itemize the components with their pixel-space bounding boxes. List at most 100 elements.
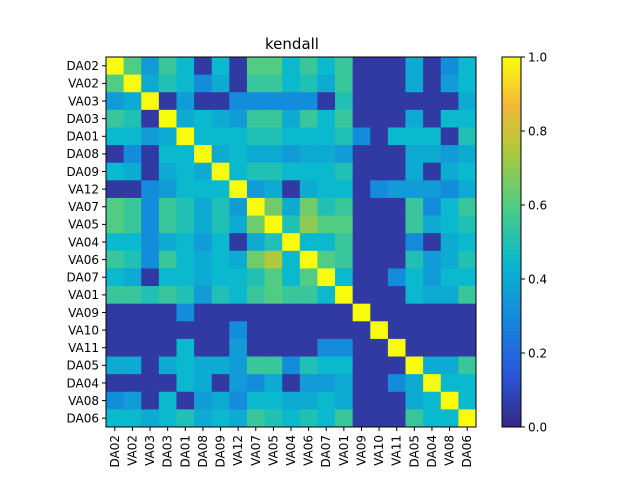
colorbar-segment xyxy=(502,82,521,88)
heatmap-cell-DA09-DA06 xyxy=(458,162,477,181)
heatmap-cell-VA01-VA10 xyxy=(370,286,389,305)
heatmap-cell-DA07-VA12 xyxy=(229,268,248,287)
heatmap-cell-VA05-DA04 xyxy=(423,215,442,234)
heatmap-cell-VA11-VA12 xyxy=(229,338,248,357)
y-axis-ticks: DA02 VA02 VA03 DA03 DA01 DA08 DA09 VA12 VA07 VA05… xyxy=(66,59,106,425)
heatmap-cell-DA08-VA04 xyxy=(282,145,301,164)
heatmap-cell-VA04-DA08 xyxy=(194,233,213,252)
heatmap-cell-DA03-VA04 xyxy=(282,109,301,128)
heatmap-cell-VA08-DA07 xyxy=(317,391,336,410)
colorbar-segment xyxy=(502,242,521,247)
heatmap-cell-DA02-DA04 xyxy=(423,57,442,76)
heatmap-cell-DA03-DA02 xyxy=(106,109,125,128)
y-tick-label-VA02: VA02 xyxy=(68,77,99,91)
colorbar-segment xyxy=(502,71,521,76)
heatmap-cell-DA02-VA10 xyxy=(370,57,389,76)
heatmap-cell-DA07-DA09 xyxy=(211,268,230,287)
heatmap-cell-VA04-VA05 xyxy=(264,233,283,252)
heatmap-cell-VA06-VA10 xyxy=(370,250,389,269)
colorbar-segment xyxy=(502,186,521,191)
colorbar-segment xyxy=(502,264,521,269)
heatmap-cell-VA03-DA06 xyxy=(458,92,477,111)
heatmap-cell-VA09-DA01 xyxy=(176,303,195,322)
heatmap-cell-DA06-VA02 xyxy=(123,409,142,428)
heatmap-cell-DA01-VA03 xyxy=(141,127,160,146)
colorbar-segment xyxy=(502,323,521,328)
heatmap-cell-VA11-DA06 xyxy=(458,338,477,357)
colorbar-segment xyxy=(502,230,521,236)
colorbar-segment xyxy=(502,64,521,69)
colorbar-segment xyxy=(502,423,521,428)
colorbar-segment xyxy=(502,208,521,213)
heatmap-cell-DA06-VA05 xyxy=(264,409,283,428)
heatmap-cell-DA06-VA01 xyxy=(335,409,354,428)
heatmap-cell-VA09-DA03 xyxy=(158,303,177,322)
colorbar-segment xyxy=(502,260,521,265)
heatmap-cell-VA07-DA09 xyxy=(211,197,230,216)
heatmap-cell-VA07-DA08 xyxy=(194,197,213,216)
heatmap-cell-VA11-VA11 xyxy=(387,338,406,357)
heatmap-cell-VA06-VA03 xyxy=(141,250,160,269)
heatmap-cell-DA02-VA09 xyxy=(352,57,371,76)
heatmap-cell-VA03-VA08 xyxy=(440,92,459,111)
heatmap-cell-VA09-DA02 xyxy=(106,303,125,322)
x-tick-label-DA07: DA07 xyxy=(319,435,333,468)
heatmap-cell-VA08-VA12 xyxy=(229,391,248,410)
heatmap-cell-DA02-DA07 xyxy=(317,57,336,76)
y-tick-label-VA06: VA06 xyxy=(68,253,99,267)
heatmap-cell-DA08-DA05 xyxy=(405,145,424,164)
heatmap-cell-DA04-DA04 xyxy=(423,374,442,393)
colorbar-segment xyxy=(502,238,521,243)
heatmap-cell-DA07-VA08 xyxy=(440,268,459,287)
heatmap-cell-DA05-VA07 xyxy=(246,356,265,375)
heatmap-cell-VA10-VA06 xyxy=(299,321,318,340)
heatmap-cell-VA11-DA09 xyxy=(211,338,230,357)
y-tick-label-VA01: VA01 xyxy=(68,288,99,302)
heatmap-cell-VA11-VA08 xyxy=(440,338,459,357)
heatmap-cell-DA05-DA04 xyxy=(423,356,442,375)
colorbar-segment xyxy=(502,253,521,258)
heatmap-cell-VA09-VA06 xyxy=(299,303,318,322)
heatmap-cell-VA02-VA09 xyxy=(352,74,371,93)
heatmap-cell-VA03-VA10 xyxy=(370,92,389,111)
heatmap-cell-VA07-VA10 xyxy=(370,197,389,216)
heatmap-cell-VA04-DA03 xyxy=(158,233,177,252)
heatmap-cell-DA03-VA09 xyxy=(352,109,371,128)
colorbar-segment xyxy=(502,119,521,125)
heatmap-cell-VA08-VA06 xyxy=(299,391,318,410)
heatmap-cell-VA02-DA04 xyxy=(423,74,442,93)
heatmap-cell-DA09-DA03 xyxy=(158,162,177,181)
heatmap-cell-VA05-VA03 xyxy=(141,215,160,234)
heatmap-cell-VA10-DA01 xyxy=(176,321,195,340)
heatmap-cell-VA03-VA01 xyxy=(335,92,354,111)
heatmap-cell-VA06-VA06 xyxy=(299,250,318,269)
heatmap-cell-VA01-VA04 xyxy=(282,286,301,305)
heatmap-cell-VA03-VA03 xyxy=(141,92,160,111)
heatmap-cell-DA02-VA06 xyxy=(299,57,318,76)
colorbar-segment xyxy=(502,134,521,139)
heatmap-cell-VA06-DA04 xyxy=(423,250,442,269)
colorbar-segment xyxy=(502,256,521,261)
heatmap-cell-DA09-VA02 xyxy=(123,162,142,181)
heatmap-cell-VA10-DA03 xyxy=(158,321,177,340)
heatmap-cell-DA07-VA05 xyxy=(264,268,283,287)
colorbar-segment xyxy=(502,378,521,384)
heatmap-cell-VA03-VA12 xyxy=(229,92,248,111)
heatmap-cell-VA05-DA08 xyxy=(194,215,213,234)
heatmap-cell-DA04-DA09 xyxy=(211,374,230,393)
heatmap-cell-DA01-VA07 xyxy=(246,127,265,146)
heatmap-cell-VA08-VA03 xyxy=(141,391,160,410)
heatmap-cell-DA06-VA06 xyxy=(299,409,318,428)
colorbar-tick-label-0.4: 0.4 xyxy=(528,272,547,286)
heatmap-cell-VA02-DA08 xyxy=(194,74,213,93)
heatmap-cell-VA01-VA02 xyxy=(123,286,142,305)
heatmap-cell-DA04-VA09 xyxy=(352,374,371,393)
colorbar-segment xyxy=(502,205,521,210)
colorbar-segment xyxy=(502,382,521,387)
heatmap-cell-DA03-VA03 xyxy=(141,109,160,128)
heatmap-cell-DA05-DA06 xyxy=(458,356,477,375)
colorbar-segment xyxy=(502,286,521,291)
heatmap-cell-DA06-VA04 xyxy=(282,409,301,428)
heatmap-cell-DA04-VA08 xyxy=(440,374,459,393)
